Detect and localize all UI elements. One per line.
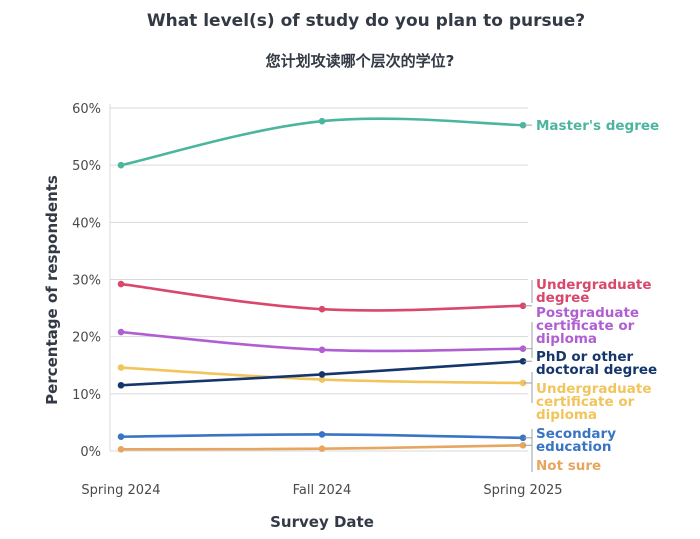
series-label: Undergraduate (536, 277, 651, 293)
data-point (117, 161, 125, 169)
data-point (318, 445, 326, 453)
series-label: Undergraduate (536, 381, 651, 397)
series-label: degree (536, 290, 589, 306)
data-point (519, 434, 527, 442)
data-point (318, 431, 326, 438)
series-label: Not sure (536, 458, 601, 474)
data-point (117, 445, 125, 453)
series-label: Secondary (536, 426, 616, 442)
series-label: doctoral degree (536, 362, 657, 378)
x-tick-label: Spring 2024 (81, 483, 160, 498)
data-point (318, 346, 326, 354)
series-labels: Master's degreeUndergraduatedegreePostgr… (536, 118, 659, 474)
data-point (117, 364, 125, 371)
data-point (519, 121, 527, 129)
series-label: Master's degree (536, 118, 659, 134)
series-label: diploma (536, 407, 597, 423)
x-axis: Spring 2024 Fall 2024 Spring 2025 (81, 483, 562, 498)
chart-subtitle: 您计划攻读哪个层次的学位? (265, 52, 455, 70)
data-point (318, 371, 326, 378)
series-label: certificate or (536, 394, 635, 410)
series-label: PhD or other (536, 349, 634, 365)
y-tick-label: 20% (72, 331, 101, 346)
series-lines (119, 117, 525, 451)
y-tick-label: 30% (72, 274, 101, 289)
series-line (119, 117, 525, 167)
y-tick-label: 50% (72, 159, 101, 174)
x-tick-label: Spring 2025 (483, 483, 562, 498)
data-point (318, 117, 326, 125)
series-label: education (536, 439, 612, 455)
y-axis: 0% 10% 20% 30% 40% 50% 60% (72, 102, 101, 460)
y-tick-label: 0% (80, 445, 101, 460)
x-axis-label: Survey Date (270, 513, 374, 531)
data-point (318, 376, 326, 383)
series-points (117, 117, 527, 453)
series-label: diploma (536, 331, 597, 347)
y-tick-label: 40% (72, 216, 101, 231)
series-label: Postgraduate (536, 305, 639, 321)
data-point (117, 280, 125, 288)
data-point (117, 328, 125, 336)
label-brackets (524, 124, 533, 472)
data-point (519, 345, 527, 352)
x-tick-label: Fall 2024 (293, 483, 352, 498)
data-point (519, 441, 527, 449)
data-point (519, 379, 527, 387)
data-point (519, 302, 527, 310)
series-label: certificate or (536, 318, 635, 334)
data-point (519, 357, 527, 365)
data-point (117, 381, 125, 389)
y-tick-label: 10% (72, 388, 101, 403)
data-point (318, 305, 326, 313)
chart-title: What level(s) of study do you plan to pu… (147, 11, 585, 31)
gridlines (109, 104, 528, 452)
data-point (117, 433, 125, 441)
y-tick-label: 60% (72, 102, 101, 117)
y-axis-label: Percentage of respondents (43, 175, 61, 405)
